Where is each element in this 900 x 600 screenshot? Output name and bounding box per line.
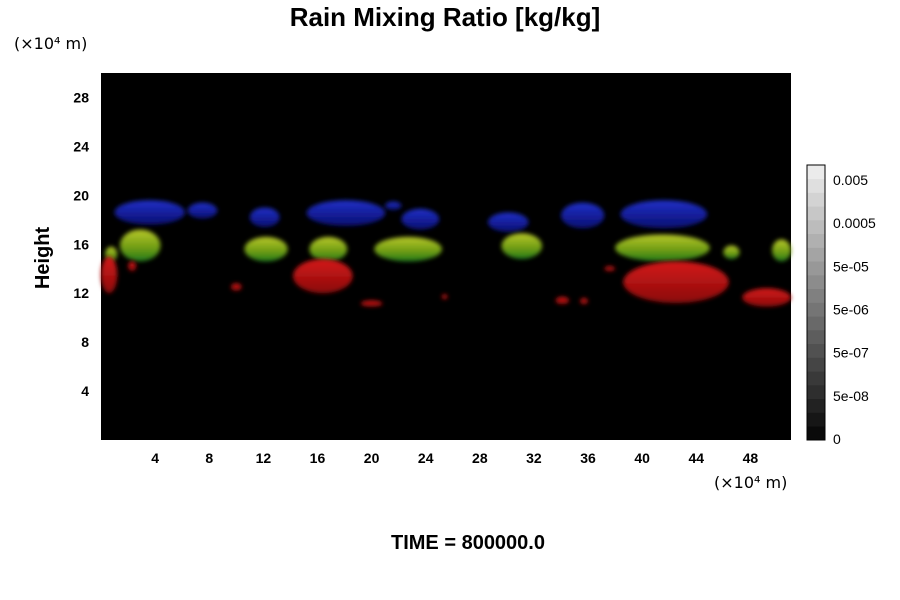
y-axis-ticks: 4 8 12 16 20 24 28 xyxy=(73,89,89,399)
y-tick-label: 8 xyxy=(81,334,89,350)
colorbar-level xyxy=(807,165,825,180)
lower-layer-blob xyxy=(742,288,791,307)
upper-layer-blob xyxy=(114,200,185,225)
x-axis-ticks: 4 8 12 16 20 24 28 32 36 40 44 48 xyxy=(151,450,758,466)
colorbar-level xyxy=(807,302,825,317)
middle-layer-blob xyxy=(244,236,288,262)
y-axis-label: Height xyxy=(32,227,54,290)
colorbar-level xyxy=(807,192,825,207)
colorbar-tick-label: 0.005 xyxy=(833,172,868,188)
x-tick-label: 32 xyxy=(526,450,542,466)
colorbar-level xyxy=(807,371,825,386)
lower-layer-blob xyxy=(101,256,118,294)
colorbar-level xyxy=(807,330,825,345)
colorbar-level xyxy=(807,206,825,221)
upper-layer-blob xyxy=(401,208,440,230)
chart-title: Rain Mixing Ratio [kg/kg] xyxy=(290,2,601,32)
middle-layer-blob xyxy=(772,239,791,262)
y-tick-label: 24 xyxy=(73,138,89,154)
colorbar-level xyxy=(807,220,825,235)
colorbar-level xyxy=(807,385,825,400)
lower-layer-blob xyxy=(579,298,589,305)
x-tick-label: 36 xyxy=(580,450,596,466)
middle-layer-blob xyxy=(309,236,348,262)
y-tick-label: 12 xyxy=(73,285,89,301)
y-tick-label: 16 xyxy=(73,236,89,252)
x-tick-label: 16 xyxy=(310,450,326,466)
lower-layer-blob xyxy=(623,261,729,303)
colorbar-frame xyxy=(806,164,826,441)
colorbar: 0.005 0.0005 5e-05 5e-06 5e-07 5e-08 0 xyxy=(806,164,876,447)
rain-field xyxy=(101,200,791,307)
layer-0 xyxy=(114,200,708,233)
colorbar-tick-label: 5e-08 xyxy=(833,388,869,404)
colorbar-level xyxy=(807,357,825,372)
upper-layer-blob xyxy=(385,201,402,211)
y-tick-label: 4 xyxy=(81,383,89,399)
colorbar-level xyxy=(807,275,825,290)
upper-layer-blob xyxy=(306,200,386,226)
colorbar-tick-label: 5e-06 xyxy=(833,302,869,318)
colorbar-tick-label: 5e-07 xyxy=(833,345,869,361)
colorbar-level xyxy=(807,426,825,441)
colorbar-level xyxy=(807,412,825,427)
x-axis-unit: (×10⁴ m) xyxy=(714,473,787,492)
lower-layer-blob xyxy=(128,261,137,272)
middle-layer-blob xyxy=(723,245,740,259)
colorbar-level xyxy=(807,261,825,276)
colorbar-tick-label: 0.0005 xyxy=(833,215,876,231)
lower-layer-blob xyxy=(555,296,570,305)
colorbar-level xyxy=(807,398,825,413)
middle-layer-blob xyxy=(374,236,442,262)
x-tick-label: 40 xyxy=(634,450,650,466)
y-axis-unit: (×10⁴ m) xyxy=(14,34,87,53)
middle-layer-blob xyxy=(119,229,161,262)
upper-layer-blob xyxy=(620,200,708,229)
upper-layer-blob xyxy=(561,202,605,229)
x-tick-label: 4 xyxy=(151,450,159,466)
x-tick-label: 24 xyxy=(418,450,434,466)
y-tick-label: 28 xyxy=(73,89,89,105)
time-label: TIME = 800000.0 xyxy=(391,532,545,554)
upper-layer-blob xyxy=(249,207,280,228)
x-tick-label: 12 xyxy=(256,450,272,466)
lower-layer-blob xyxy=(604,266,616,272)
lower-layer-blob xyxy=(230,283,242,291)
x-tick-label: 8 xyxy=(205,450,213,466)
layer-1 xyxy=(105,229,791,262)
lower-layer-blob xyxy=(360,300,383,307)
layer-2 xyxy=(101,256,791,307)
colorbar-tick-label: 0 xyxy=(833,431,841,447)
x-tick-label: 20 xyxy=(364,450,380,466)
y-tick-label: 20 xyxy=(73,187,89,203)
colorbar-level xyxy=(807,233,825,248)
colorbar-tick-label: 5e-05 xyxy=(833,258,869,274)
x-tick-label: 44 xyxy=(689,450,705,466)
lower-layer-blob xyxy=(441,294,448,300)
colorbar-level xyxy=(807,316,825,331)
colorbar-level xyxy=(807,288,825,303)
upper-layer-blob xyxy=(187,202,218,219)
colorbar-level xyxy=(807,178,825,193)
colorbar-level xyxy=(807,343,825,358)
middle-layer-blob xyxy=(615,234,710,262)
upper-layer-blob xyxy=(487,212,529,233)
middle-layer-blob xyxy=(501,233,543,259)
x-tick-label: 48 xyxy=(743,450,759,466)
x-tick-label: 28 xyxy=(472,450,488,466)
lower-layer-blob xyxy=(293,258,353,294)
colorbar-level xyxy=(807,247,825,262)
